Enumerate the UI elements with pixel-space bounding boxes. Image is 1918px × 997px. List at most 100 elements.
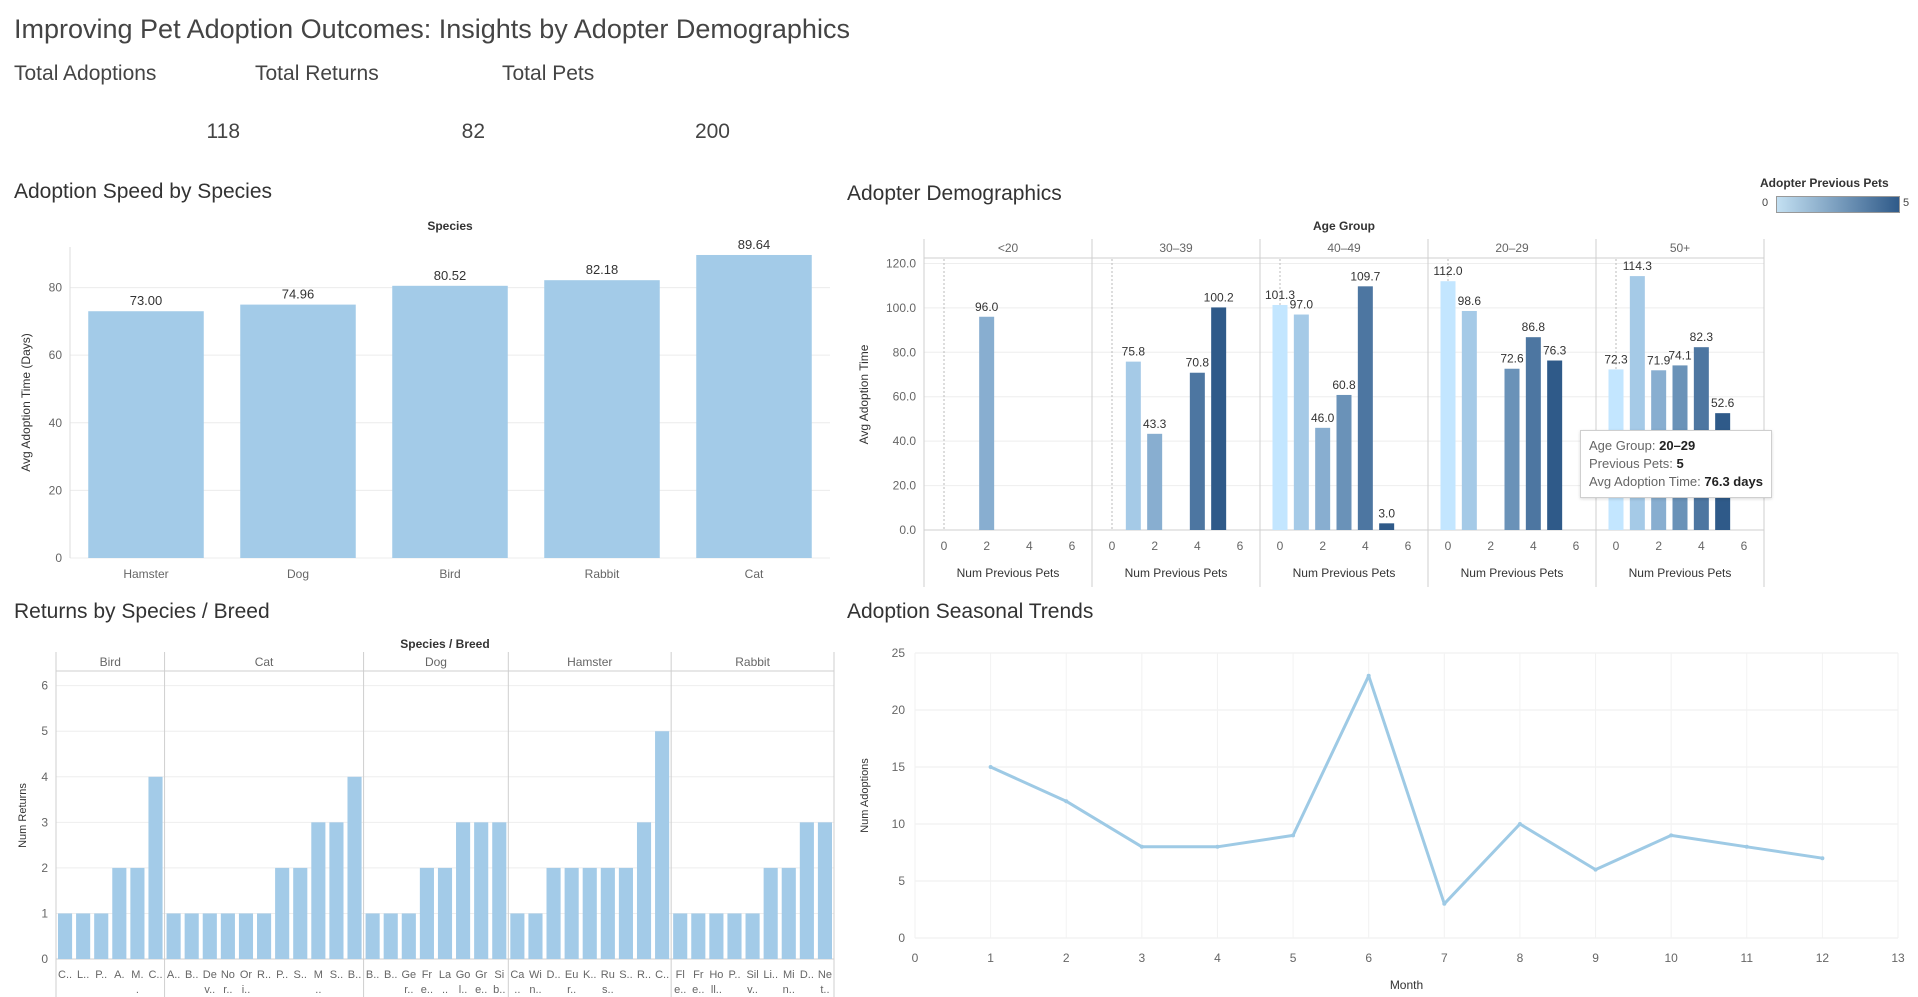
tooltip-row-age-group: Age Group: 20–29	[1589, 438, 1696, 453]
returns-bar-chart: Species / Breed 0 1 2 3 4 5 6 Num Returns Bird C..…	[17, 637, 835, 997]
breed-bar	[600, 867, 615, 959]
x-tick-label: 0	[941, 539, 948, 553]
breed-label: No	[221, 969, 235, 981]
x-tick-label: 2	[1319, 539, 1326, 553]
age-group-header: Age Group	[1313, 219, 1375, 233]
x-category-label: Dog	[287, 567, 309, 581]
y-tick-label: 80	[49, 281, 63, 295]
x-tick-label: 6	[1405, 539, 1412, 553]
breed-label: P..	[95, 969, 107, 981]
adoptions-data-point	[1442, 901, 1447, 906]
breed-label: R..	[637, 969, 651, 981]
bar-value-label: 46.0	[1311, 411, 1335, 425]
x-tick-label: 3	[1139, 951, 1146, 965]
y-tick-label: 0	[898, 931, 905, 945]
x-tick-label: 1	[987, 951, 994, 965]
demographic-bar	[1379, 523, 1395, 530]
breed-label: B..	[185, 969, 198, 981]
x-tick-label: 8	[1517, 951, 1524, 965]
breed-label: K..	[583, 969, 596, 981]
breed-bar	[492, 822, 507, 959]
breed-label-line2: t..	[820, 984, 829, 996]
breed-bar	[799, 822, 814, 959]
breed-bar	[401, 913, 416, 959]
breed-bar	[655, 731, 670, 959]
species-bar	[88, 311, 204, 558]
breed-label-line2: e..	[692, 984, 704, 996]
species-breed-header: Species / Breed	[400, 637, 489, 651]
breed-label: De	[203, 969, 217, 981]
tooltip-row-avg-time: Avg Adoption Time: 76.3 days	[1589, 474, 1763, 489]
breed-label-line2: r..	[404, 984, 413, 996]
species-bar-chart: Species 0 20 40 60 80 Avg Adoption Time (Days)…	[19, 219, 830, 581]
x-tick-label: 0	[1109, 539, 1116, 553]
breed-bar	[510, 913, 525, 959]
x-tick-label: 0	[1445, 539, 1452, 553]
x-tick-label: 6	[1237, 539, 1244, 553]
bar-value-label: 82.18	[586, 262, 619, 277]
age-group-label: 30–39	[1159, 241, 1193, 255]
adoptions-series-line	[989, 674, 1823, 906]
bar-value-label: 101.3	[1265, 288, 1295, 302]
breed-label: P..	[276, 969, 288, 981]
breed-label: Gr	[475, 969, 488, 981]
species-bar	[544, 280, 660, 558]
x-tick-label: 0	[1613, 539, 1620, 553]
color-legend-title: Adopter Previous Pets	[1760, 176, 1889, 190]
breed-label-line2: i..	[242, 984, 251, 996]
breed-label-line2: e..	[421, 984, 433, 996]
color-legend-gradient	[1776, 196, 1900, 213]
breed-label: A.	[114, 969, 124, 981]
demographic-bar	[1293, 314, 1309, 530]
y-tick-label: 20.0	[893, 479, 917, 493]
x-tick-label: 4	[1698, 539, 1705, 553]
adoptions-data-point	[1291, 833, 1296, 838]
breed-label: L..	[77, 969, 89, 981]
species-bar	[392, 285, 508, 558]
x-axis-title: Num Previous Pets	[957, 566, 1060, 580]
x-category-label: Rabbit	[585, 567, 620, 581]
y-tick-label: 15	[892, 760, 906, 774]
breed-label: Go	[456, 969, 471, 981]
adoptions-data-point	[1593, 867, 1598, 872]
breed-bar	[238, 913, 254, 959]
age-group-label: 50+	[1670, 241, 1690, 255]
breed-label: Or	[240, 969, 253, 981]
y-tick-label: 2	[41, 861, 48, 875]
breed-label-line2: ..	[442, 984, 448, 996]
age-group-label: 20–29	[1495, 241, 1529, 255]
demographic-bar	[1504, 368, 1520, 530]
breed-bar	[275, 867, 290, 959]
y-tick-label: 60	[49, 348, 63, 362]
color-legend-min: 0	[1762, 197, 1769, 209]
tooltip-row-previous-pets: Previous Pets: 5	[1589, 456, 1684, 471]
breed-bar	[148, 776, 163, 959]
y-tick-label: 0.0	[899, 523, 916, 537]
bar-value-label: 80.52	[434, 268, 467, 283]
breed-label: Mi	[783, 969, 795, 981]
bar-value-label: 76.3	[1543, 344, 1567, 358]
x-tick-label: 4	[1214, 951, 1221, 965]
kpi-total-pets-label: Total Pets	[502, 62, 595, 85]
demographic-bar	[1461, 310, 1477, 530]
breed-label: A..	[167, 969, 180, 981]
breed-bar	[383, 913, 398, 959]
breed-bar	[781, 867, 796, 959]
adoptions-data-point	[1820, 856, 1825, 861]
x-tick-label: 10	[1664, 951, 1678, 965]
y-tick-label: 1	[41, 906, 48, 920]
breed-bar	[437, 867, 453, 959]
returns-chart-title: Returns by Species / Breed	[14, 600, 270, 623]
y-tick-label: 0	[55, 551, 62, 565]
y-axis-title: Avg Adoption Time	[857, 344, 871, 444]
breed-bar	[76, 913, 91, 959]
x-axis-title: Num Previous Pets	[1461, 566, 1564, 580]
breed-label: Ge	[401, 969, 416, 981]
breed-label-line2: .	[136, 984, 139, 996]
breed-label: M.	[131, 969, 143, 981]
adoptions-data-point	[988, 765, 993, 769]
breed-label-line2: v..	[747, 984, 758, 996]
demographics-chart-title: Adopter Demographics	[847, 182, 1062, 205]
breed-label: D..	[547, 969, 561, 981]
species-label: Cat	[255, 655, 274, 669]
